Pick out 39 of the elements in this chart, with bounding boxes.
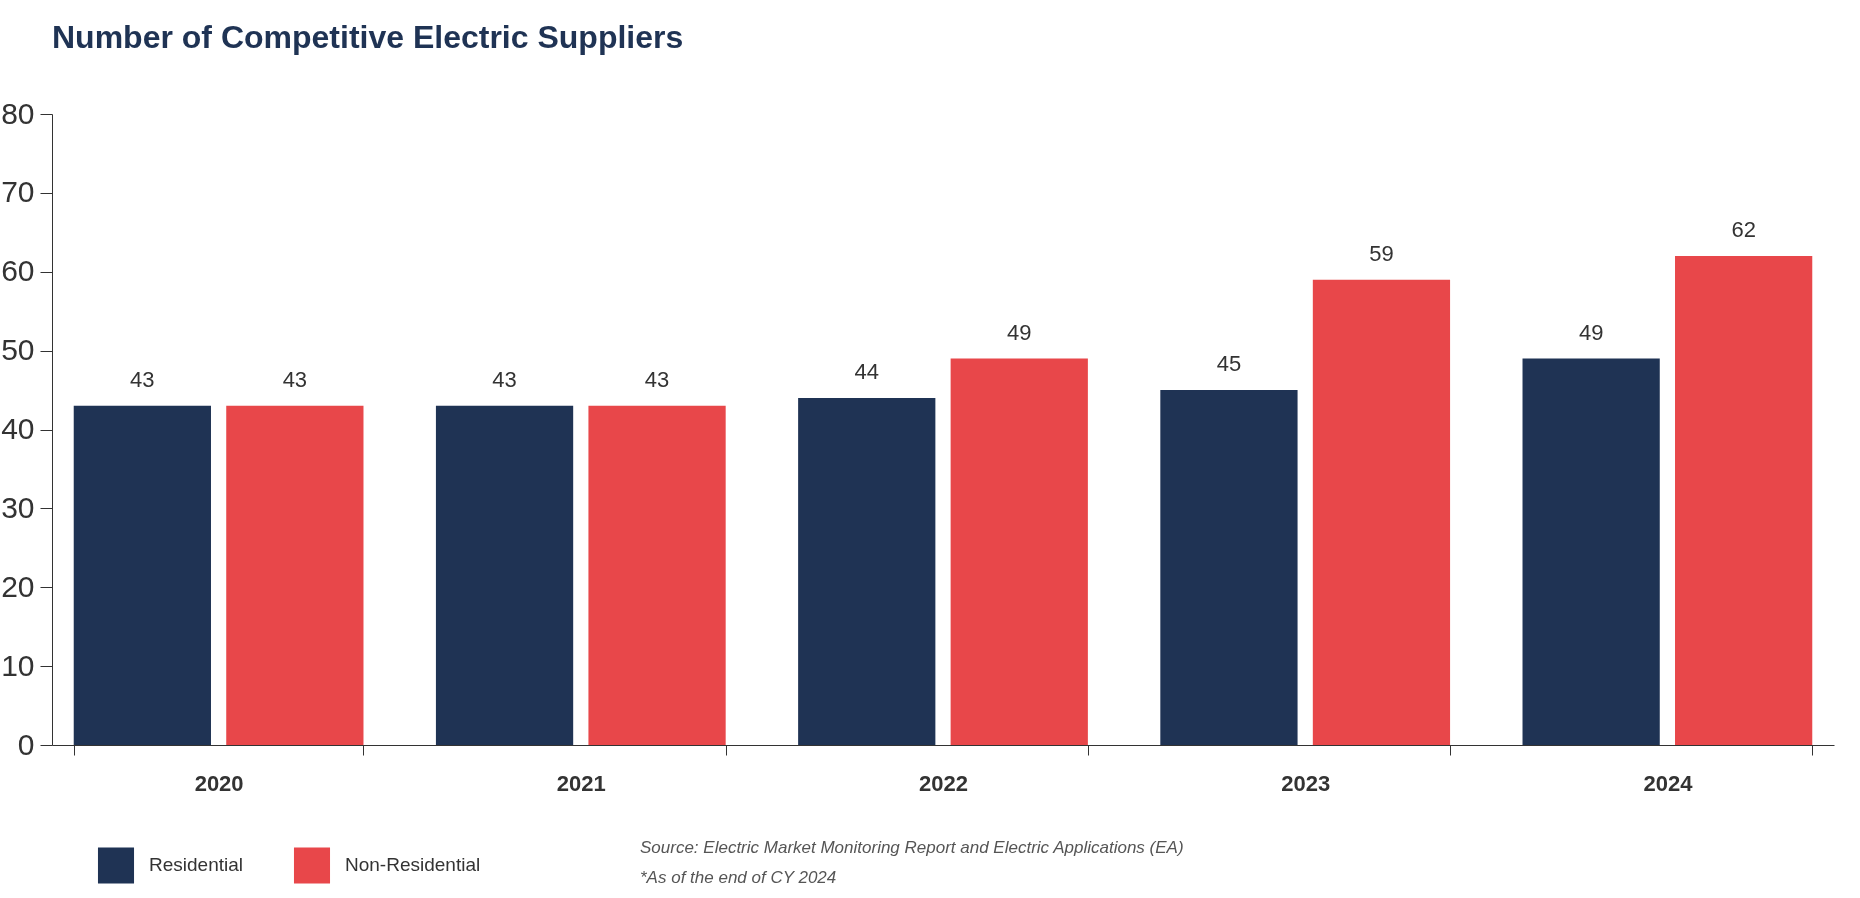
data-label: 49 [1007,319,1032,345]
y-tick-label: 60 [1,254,35,288]
data-label: 49 [1578,319,1604,345]
data-label: 43 [492,366,517,392]
source-note: Source: Electric Market Monitoring Report and Electric Applications (EA) [640,838,1184,858]
legend-label: Non-Residential [345,854,481,876]
data-label: 59 [1369,240,1394,266]
data-label: 43 [644,366,670,392]
bar [435,405,574,745]
data-label: 62 [1731,216,1756,242]
bar [1675,255,1813,745]
bar [1522,358,1660,745]
y-tick-label: 30 [1,490,35,524]
y-tick-label: 40 [1,412,35,445]
y-tick-label: 0 [17,727,35,761]
y-tick-label: 50 [1,333,35,367]
bar [73,405,211,745]
bar [950,358,1088,745]
bar [588,405,726,745]
data-label: 43 [282,366,308,392]
bar [798,397,936,745]
bar [226,405,364,745]
legend-label: Residential [149,854,243,876]
data-label: 43 [130,366,155,392]
text: *As of the end of CY 2024 [640,868,838,888]
y-tick-label: 70 [1,175,35,209]
data-label: 44 [854,358,879,384]
chart-title: Number of Competitive Electric Suppliers [52,19,684,55]
x-tick-label: 2022 [919,770,968,796]
y-tick-label: 10 [1,648,35,682]
x-tick-label: 2024 [1643,770,1694,796]
bar [1312,279,1451,745]
x-tick-label: 2021 [556,770,606,796]
y-tick-label: 80 [1,96,35,130]
x-tick-label: 2020 [194,770,244,796]
x-tick-label: 2023 [1281,770,1331,796]
y-tick-label: 20 [1,569,35,603]
data-label: 45 [1216,351,1242,377]
bar [1160,390,1298,745]
